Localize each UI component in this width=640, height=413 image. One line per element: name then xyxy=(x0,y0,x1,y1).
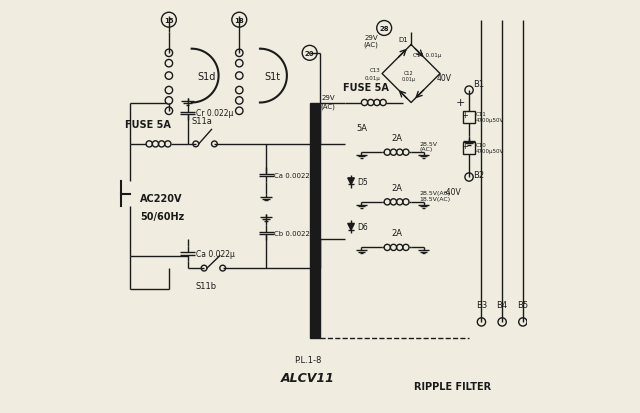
Text: B3: B3 xyxy=(476,301,487,310)
Text: +: + xyxy=(456,98,465,108)
Bar xyxy=(463,142,476,155)
Text: RIPPLE FILTER: RIPPLE FILTER xyxy=(414,381,491,391)
Text: 29V: 29V xyxy=(321,95,335,101)
Text: Ca 0.022μ: Ca 0.022μ xyxy=(196,249,235,259)
Text: ALCV11: ALCV11 xyxy=(281,371,335,385)
Text: C12
0.01μ: C12 0.01μ xyxy=(402,71,416,82)
Text: 0.01μ: 0.01μ xyxy=(364,76,380,81)
Text: P.L.1-8: P.L.1-8 xyxy=(294,355,321,364)
Text: S1t: S1t xyxy=(264,71,280,81)
Text: AC220V: AC220V xyxy=(140,193,182,203)
Text: C14 0.01μ: C14 0.01μ xyxy=(413,53,442,58)
Text: S11a: S11a xyxy=(191,117,212,126)
Polygon shape xyxy=(348,178,355,185)
Text: 28.5V
(AC): 28.5V (AC) xyxy=(419,141,437,152)
Text: 2A: 2A xyxy=(391,228,402,237)
Bar xyxy=(310,103,320,339)
Text: S11b: S11b xyxy=(196,281,217,290)
Text: 5A: 5A xyxy=(356,123,367,133)
Text: 2A: 2A xyxy=(391,133,402,142)
Text: -40V: -40V xyxy=(444,188,461,197)
Text: C13: C13 xyxy=(369,68,380,73)
Text: 50/60Hz: 50/60Hz xyxy=(140,212,184,222)
Text: D1: D1 xyxy=(398,38,408,43)
Bar xyxy=(463,112,476,124)
Text: 28: 28 xyxy=(380,26,389,32)
Text: 20: 20 xyxy=(305,51,314,57)
Text: S1d: S1d xyxy=(197,71,215,81)
Text: 40V: 40V xyxy=(436,74,452,83)
Text: 28.5V(AC)
18.5V(AC): 28.5V(AC) 18.5V(AC) xyxy=(419,191,451,202)
Text: Cr 0.022μ: Cr 0.022μ xyxy=(196,109,233,118)
Text: 29V
(AC): 29V (AC) xyxy=(363,35,378,48)
Text: FUSE 5A: FUSE 5A xyxy=(342,83,388,93)
Text: C11
4700μ50V: C11 4700μ50V xyxy=(476,112,504,123)
Text: C10
4700μ50V: C10 4700μ50V xyxy=(476,143,504,154)
Text: 15: 15 xyxy=(164,18,173,24)
Text: B5: B5 xyxy=(517,301,529,310)
Text: B4: B4 xyxy=(497,301,508,310)
Text: (AC): (AC) xyxy=(321,103,336,109)
Text: FUSE 5A: FUSE 5A xyxy=(125,120,171,130)
Text: Ca 0.0022μ: Ca 0.0022μ xyxy=(275,173,315,178)
Text: 2A: 2A xyxy=(391,183,402,192)
Text: 18: 18 xyxy=(234,18,244,24)
Text: D6: D6 xyxy=(357,223,368,232)
Text: Cb 0.0022μ: Cb 0.0022μ xyxy=(275,230,315,236)
Text: B1: B1 xyxy=(473,80,484,89)
Polygon shape xyxy=(348,224,355,230)
Text: +: + xyxy=(461,111,468,120)
Text: B2: B2 xyxy=(473,171,484,180)
Text: +: + xyxy=(461,142,468,151)
Text: D5: D5 xyxy=(357,177,368,186)
